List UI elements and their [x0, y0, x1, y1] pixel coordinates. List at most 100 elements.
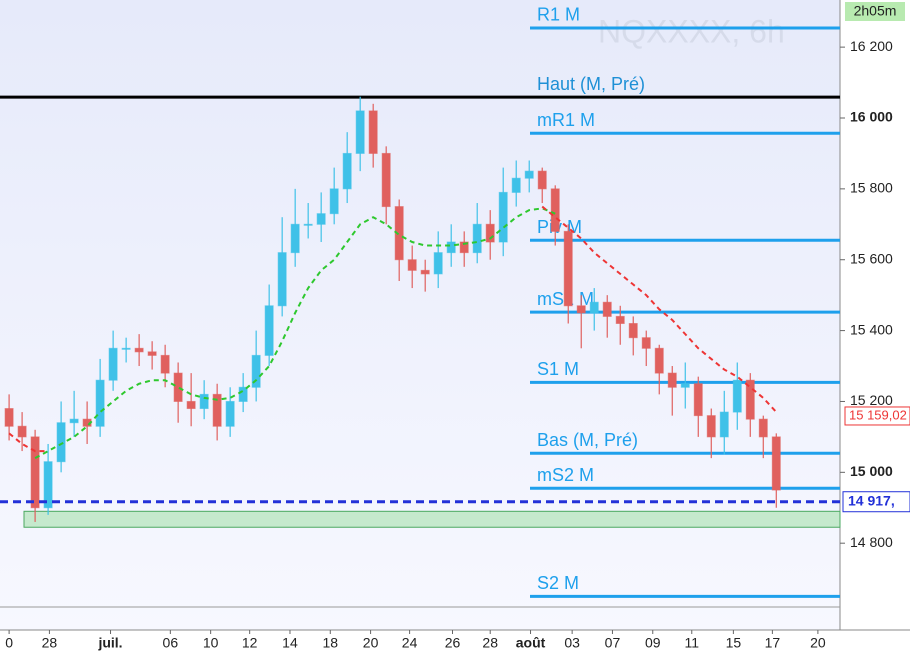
- y-tick-label: 15 800: [850, 180, 893, 196]
- candle-body: [745, 379, 755, 420]
- y-tick-label: 15 600: [850, 250, 893, 266]
- candle-body: [30, 436, 40, 509]
- candle-body: [43, 461, 53, 509]
- candle-body: [667, 372, 677, 388]
- candle-body: [303, 223, 313, 226]
- timer-box: [845, 2, 905, 21]
- moving-average: [8, 432, 49, 453]
- x-tick-label: 07: [605, 635, 621, 651]
- x-tick-label: 17: [765, 635, 781, 651]
- candle-body: [693, 383, 703, 417]
- plot-area: [0, 0, 840, 630]
- x-tick-label: août: [516, 635, 546, 651]
- candle-body: [524, 170, 534, 179]
- watermark: NQXXXX, 6h: [598, 13, 785, 49]
- candle-body: [381, 152, 391, 208]
- x-tick-label: 24: [402, 635, 418, 651]
- pivot-label: S2 M: [537, 573, 579, 593]
- candle-body: [407, 259, 417, 271]
- candle-body: [199, 393, 209, 410]
- candle-body: [329, 188, 339, 215]
- candle-body: [537, 170, 547, 190]
- price-axis: [840, 0, 910, 656]
- pivot-label: S1 M: [537, 359, 579, 379]
- y-tick-label: 14 800: [850, 534, 893, 550]
- x-tick-label: 09: [645, 635, 661, 651]
- candle-body: [758, 418, 768, 438]
- candle-body: [4, 408, 14, 427]
- x-tick-label: 28: [42, 635, 58, 651]
- x-tick-label: 0: [5, 635, 13, 651]
- x-tick-label: 10: [203, 635, 219, 651]
- candle-body: [56, 422, 66, 463]
- moving-average: [541, 205, 778, 413]
- candle-body: [589, 301, 599, 314]
- candle-body: [680, 383, 690, 388]
- candle-body: [160, 354, 170, 374]
- candle-body: [732, 379, 742, 413]
- candle-body: [602, 301, 612, 317]
- candle-body: [186, 400, 196, 410]
- candle-body: [706, 415, 716, 438]
- candle-body: [251, 354, 261, 388]
- candle-body: [550, 188, 560, 232]
- y-tick-label: 15 000: [850, 463, 893, 479]
- candle-body: [225, 400, 235, 427]
- candle-body: [446, 241, 456, 254]
- zone: [23, 510, 841, 528]
- candle-body: [719, 411, 729, 438]
- x-tick-label: 14: [282, 635, 298, 651]
- candle-body: [420, 269, 430, 275]
- candle-body: [277, 252, 287, 307]
- candle-body: [628, 323, 638, 339]
- candle-body: [485, 223, 495, 243]
- candle-body: [394, 206, 404, 261]
- candle-body: [69, 418, 79, 424]
- price-label: 14 917,: [848, 492, 895, 508]
- candle-body: [641, 337, 651, 349]
- candle-body: [654, 347, 664, 374]
- candle-body: [355, 110, 365, 154]
- y-tick-label: 16 200: [850, 38, 893, 54]
- x-tick-label: 06: [163, 635, 179, 651]
- x-tick-label: 20: [363, 635, 379, 651]
- candle-body: [576, 305, 586, 314]
- candle-body: [290, 223, 300, 254]
- candle-body: [615, 315, 625, 325]
- timer: 2h05m: [854, 3, 897, 19]
- pivot-label: mR1 M: [537, 110, 595, 130]
- candle-body: [498, 191, 508, 243]
- candle-body: [342, 152, 352, 190]
- x-tick-label: 20: [810, 635, 826, 651]
- ma-label: 15 159,02: [849, 407, 907, 422]
- pivot-label: mS2 M: [537, 465, 594, 485]
- pivot-label: Bas (M, Pré): [537, 430, 638, 450]
- x-tick-label: 15: [726, 635, 742, 651]
- ma-label-box: [844, 406, 910, 426]
- candle-body: [238, 386, 248, 402]
- candle-body: [316, 213, 326, 225]
- x-tick-label: 12: [242, 635, 258, 651]
- x-tick-label: juil.: [97, 635, 122, 651]
- x-tick-label: 28: [482, 635, 498, 651]
- moving-average: [34, 207, 556, 460]
- candle-body: [95, 379, 105, 427]
- candle-body: [368, 110, 378, 154]
- y-tick-label: 15 400: [850, 321, 893, 337]
- candle-body: [212, 393, 222, 427]
- candle-body: [121, 347, 131, 350]
- pivot-label: R1 M: [537, 5, 580, 25]
- candle-body: [433, 252, 443, 275]
- x-tick-label: 11: [684, 635, 699, 651]
- x-tick-label: 18: [322, 635, 338, 651]
- candle-body: [108, 347, 118, 381]
- candle-body: [771, 436, 781, 491]
- y-tick-label: 16 000: [850, 109, 893, 125]
- candle-body: [17, 425, 27, 438]
- x-tick-label: 26: [445, 635, 461, 651]
- candle-body: [173, 372, 183, 402]
- candle-body: [511, 177, 521, 193]
- pivot-label: Haut (M, Pré): [537, 74, 645, 94]
- x-tick-label: 03: [564, 635, 580, 651]
